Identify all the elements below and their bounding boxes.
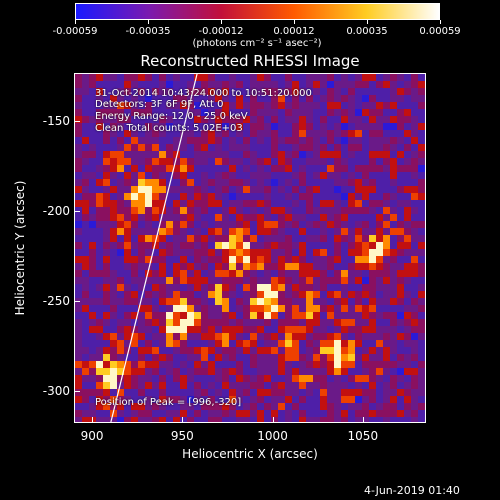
heatmap: [75, 74, 425, 422]
colorbar-tick-label: 0.00035: [346, 26, 388, 37]
y-axis-label: Heliocentric Y (arcsec): [13, 180, 27, 316]
y-tick-mark: [74, 121, 80, 123]
clean-counts-text: Clean Total counts: 5.02E+03: [95, 123, 243, 134]
y-tick-label: -150: [42, 114, 70, 129]
colorbar-units: (photons cm⁻² s⁻¹ asec⁻²): [192, 38, 322, 49]
x-axis-label: Heliocentric X (arcsec): [182, 447, 318, 461]
time-range-text: 31-Oct-2014 10:43:24.000 to 10:51:20.000: [95, 88, 312, 99]
timestamp: 4-Jun-2019 01:40: [364, 484, 460, 497]
detectors-text: Detectors: 3F 6F 9F, Att 0: [95, 99, 224, 110]
x-tick-mark: [182, 417, 184, 423]
x-tick-mark: [272, 417, 274, 423]
y-tick-label: -200: [42, 204, 70, 219]
peak-position-text: Position of Peak = [996,-320]: [95, 397, 242, 408]
x-tick-label: 900: [80, 429, 104, 443]
x-tick-label: 1050: [347, 429, 379, 443]
colorbar-tick-label: -0.00059: [52, 26, 98, 37]
y-tick-label: -250: [42, 293, 70, 308]
colorbar-tick: [148, 20, 149, 24]
x-tick-label: 950: [170, 429, 194, 443]
x-tick-label: 1000: [257, 429, 288, 443]
image-title: Reconstructed RHESSI Image: [140, 52, 360, 70]
colorbar-tick: [294, 20, 295, 24]
colorbar: [75, 3, 440, 20]
solar-limb-line: [110, 74, 198, 422]
colorbar-tick-label: 0.00059: [419, 26, 461, 37]
y-tick-mark: [74, 300, 80, 302]
x-tick-mark: [362, 417, 364, 423]
y-tick-label: -300: [42, 383, 70, 398]
colorbar-gradient: [76, 4, 439, 19]
x-tick-mark: [92, 417, 94, 423]
colorbar-tick-label: -0.00012: [198, 26, 244, 37]
energy-range-text: Energy Range: 12.0 - 25.0 keV: [95, 111, 248, 122]
colorbar-tick-label: -0.00035: [125, 26, 171, 37]
plot-area: 31-Oct-2014 10:43:24.000 to 10:51:20.000…: [74, 73, 426, 423]
y-tick-mark: [74, 211, 80, 213]
colorbar-tick-label: 0.00012: [273, 26, 315, 37]
colorbar-tick: [75, 20, 76, 24]
colorbar-tick: [221, 20, 222, 24]
y-tick-mark: [74, 390, 80, 392]
colorbar-tick: [367, 20, 368, 24]
colorbar-tick: [440, 20, 441, 24]
